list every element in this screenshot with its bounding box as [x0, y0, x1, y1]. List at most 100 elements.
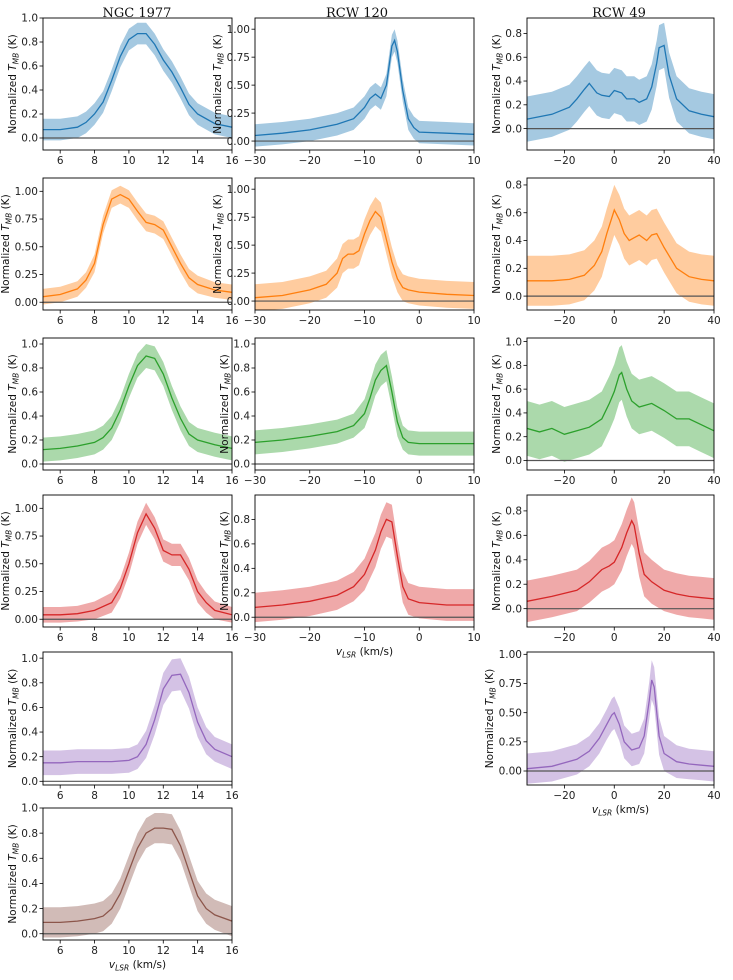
y-tick-label: 0.6	[21, 702, 38, 714]
y-tick-label: 0.00	[227, 136, 250, 148]
confidence-band	[527, 184, 714, 306]
plot-frame	[526, 337, 715, 471]
confidence-band	[43, 813, 232, 938]
x-tick-label: −20	[299, 155, 321, 167]
x-tick-label: −30	[244, 632, 266, 644]
x-tick-label: 6	[57, 945, 64, 957]
confidence-band	[255, 29, 474, 147]
plot-frame	[526, 494, 715, 628]
x-tick-label: 14	[191, 632, 205, 644]
y-tick-label: 1.00	[15, 503, 38, 515]
plot-frame	[42, 337, 233, 471]
y-tick-label: 0.4	[505, 554, 522, 566]
y-tick-label: 0.25	[227, 108, 250, 120]
x-axis-label: vLSR (km/s)	[336, 646, 393, 660]
y-tick-label: 0.4	[505, 235, 522, 247]
x-tick-label: 0	[416, 632, 423, 644]
panel-ngc1977-row2: 6 8 10 12 14 160.000.250.500.751.00Normalized…	[0, 177, 239, 327]
x-tick-label: −20	[299, 475, 321, 487]
y-tick-label: 0.75	[15, 214, 38, 226]
y-axis-label: Normalized TMB (K)	[491, 34, 505, 133]
y-tick-label: 1.00	[15, 186, 38, 198]
y-tick-label: 0.50	[227, 80, 250, 92]
x-tick-label: 0	[611, 475, 618, 487]
confidence-band	[527, 660, 714, 784]
y-tick-label: 0.75	[15, 531, 38, 543]
mean-spectrum-line	[255, 364, 474, 445]
y-tick-label: 0.0	[21, 928, 38, 940]
x-tick-label: 14	[191, 315, 205, 327]
y-tick-label: 0.4	[505, 408, 522, 420]
y-tick-label: 0.50	[15, 558, 38, 570]
x-tick-label: −20	[553, 790, 575, 802]
plot-frame	[526, 177, 715, 311]
y-tick-label: 0.75	[499, 678, 522, 690]
y-tick-label: 0.2	[21, 751, 38, 763]
x-tick-label: 14	[191, 475, 205, 487]
plot-frame	[42, 807, 233, 941]
x-tick-label: 20	[657, 155, 670, 167]
x-tick-label: 6	[57, 475, 64, 487]
mean-spectrum-line	[527, 44, 714, 120]
confidence-band	[43, 658, 232, 776]
mean-spectrum-line	[527, 519, 714, 602]
y-tick-label: 0.0	[505, 603, 522, 615]
y-tick-label: 0.00	[15, 297, 38, 309]
mean-spectrum-line	[255, 518, 474, 609]
x-tick-label: 16	[225, 475, 239, 487]
x-tick-label: −20	[553, 315, 575, 327]
x-tick-label: −10	[353, 632, 375, 644]
confidence-band	[43, 344, 232, 462]
panel-rcw120-row3: −30 −20 −10 0 10 0.0 0.2 0.4 0.6 0.8 1.0Normalized…	[219, 337, 481, 487]
x-tick-label: 10	[122, 632, 135, 644]
x-tick-label: 14	[191, 945, 205, 957]
y-tick-label: 0.8	[233, 514, 250, 526]
x-tick-label: 40	[707, 475, 720, 487]
y-tick-label: 1.0	[21, 653, 38, 665]
x-tick-label: 14	[191, 155, 205, 167]
y-tick-label: 1.0	[233, 339, 250, 351]
x-tick-label: −30	[244, 155, 266, 167]
confidence-band	[255, 350, 474, 456]
x-tick-label: −20	[299, 315, 321, 327]
y-tick-label: 0.2	[233, 435, 250, 447]
plot-frame	[42, 17, 233, 151]
mean-spectrum-line	[255, 38, 474, 137]
x-tick-label: 10	[122, 790, 135, 802]
panel-rcw120-row2: −30 −20 −10 0 10 0.00 0.25 0.50 0.75 1.00Normaliz…	[212, 177, 481, 327]
x-tick-label: 6	[57, 155, 64, 167]
y-tick-label: 0.00	[499, 766, 522, 778]
column-title-ngc1977: NGC 1977	[103, 6, 172, 21]
y-tick-label: 0.8	[21, 828, 38, 840]
confidence-band	[255, 197, 474, 310]
x-tick-label: −10	[353, 475, 375, 487]
x-tick-label: 8	[91, 475, 98, 487]
x-axis-label: vLSR (km/s)	[109, 959, 166, 973]
y-tick-label: 0.4	[233, 411, 250, 423]
y-axis-label: Normalized TMB (K)	[491, 194, 505, 293]
y-axis-label: Normalized TMB (K)	[7, 824, 21, 923]
confidence-band	[43, 185, 232, 305]
y-tick-label: 0.6	[21, 853, 38, 865]
plot-frame	[42, 494, 233, 628]
y-tick-label: 0.0	[505, 455, 522, 467]
y-axis-label: Normalized TMB (K)	[0, 194, 14, 293]
y-axis-label: Normalized TMB (K)	[484, 669, 498, 768]
y-tick-label: 1.00	[227, 24, 250, 36]
y-tick-label: 0.2	[21, 435, 38, 447]
y-tick-label: 0.0	[21, 133, 38, 145]
y-tick-label: 0.0	[233, 612, 250, 624]
x-tick-label: 12	[157, 945, 170, 957]
y-tick-label: 0.2	[505, 431, 522, 443]
y-axis-label: Normalized TMB (K)	[212, 34, 226, 133]
x-tick-label: −30	[244, 475, 266, 487]
mean-spectrum-line	[255, 210, 474, 299]
y-axis-label: Normalized TMB (K)	[0, 511, 14, 610]
column-title-rcw120: RCW 120	[326, 6, 388, 21]
y-axis-label: Normalized TMB (K)	[219, 354, 233, 453]
x-tick-label: 6	[57, 632, 64, 644]
